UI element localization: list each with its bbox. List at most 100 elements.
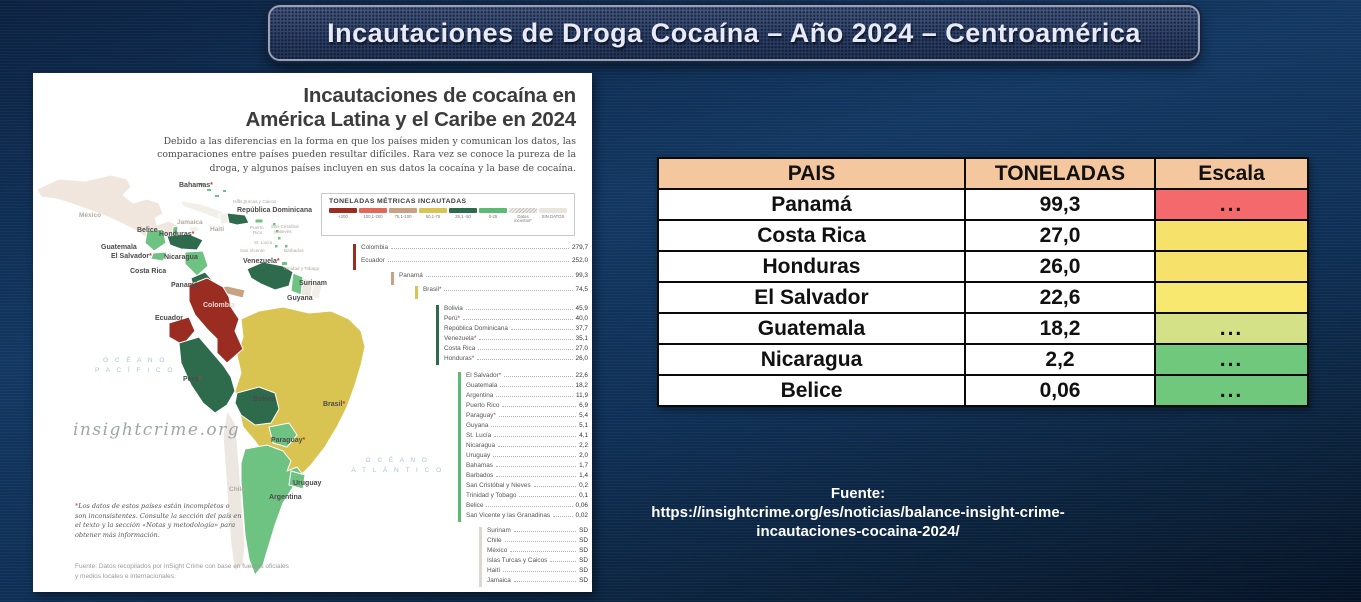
ranking-row: Puerto Rico 6,9 [466, 402, 588, 412]
map-label: Guatemala [101, 244, 137, 251]
ranking-row: Nicaragua 2,2 [466, 442, 588, 452]
ranking-country: Costa Rica [444, 345, 476, 352]
ranking-country: Uruguay [466, 452, 491, 459]
dotted-leader [510, 551, 577, 552]
map-label: Guyana [287, 295, 313, 302]
country-ecuador [168, 316, 196, 346]
ranking-row: Surinam SD [487, 527, 588, 537]
ranking-row: Chile SD [487, 537, 588, 547]
scale-cell [1154, 250, 1309, 283]
ranking-country: Guatemala [466, 382, 498, 389]
country-mexico [36, 174, 178, 242]
dotted-leader [504, 376, 573, 377]
dotted-leader [496, 466, 577, 467]
ranking-country: St. Lucía [466, 432, 492, 439]
map-label: El Salvador* [111, 253, 152, 260]
map-label: Rico [253, 230, 263, 235]
dotted-leader [477, 359, 573, 360]
map-label: y Nieves [274, 229, 292, 234]
ranking-country: Paraguay* [466, 412, 496, 419]
dotted-leader [496, 476, 577, 477]
map-label: Puerto [250, 225, 264, 230]
country-cell: El Salvador [657, 281, 966, 314]
country-peru [178, 336, 236, 414]
ranking-value: 1,4 [579, 472, 588, 479]
ranking-row: Paraguay* 5,4 [466, 412, 588, 422]
ranking-country: Chile [487, 537, 502, 544]
dotted-leader [391, 248, 569, 249]
legend-item-label: 0-25 [488, 213, 498, 219]
country-guatemala [144, 228, 167, 252]
table-row: Belice 0,06... [657, 374, 1309, 407]
dotted-leader [550, 561, 577, 562]
ranking-row: Honduras* 26,0 [444, 355, 588, 365]
ranking-value: 252,0 [572, 257, 588, 264]
ranking-country: Guyana [466, 422, 489, 429]
islands-antillas-menores [273, 223, 288, 265]
ranking-row: Haití SD [487, 567, 588, 577]
country-bolivia [234, 386, 280, 426]
ranking-value: 37,7 [575, 325, 588, 332]
dotted-leader [498, 446, 577, 447]
red-asterisk: * [457, 315, 461, 322]
ocean-label-pacific: O C É A N O P A C Í F I C O [94, 357, 175, 374]
map-label: San Cristóbal [271, 224, 299, 229]
ranking-country: Argentina [466, 392, 494, 399]
table-header-row: PAIS TONELADAS Escala [657, 157, 1309, 190]
footnote-incomplete-data: *Los datos de estos países están incompl… [75, 502, 242, 539]
ranking-value: SD [579, 547, 588, 554]
ranking-value: 45,9 [575, 305, 588, 312]
legend-item-label: 25,1 -50 [455, 213, 471, 219]
map-label: Paraguay* [271, 437, 306, 444]
legend-swatch [449, 208, 477, 213]
ranking-row: Venezuela* 35,1 [444, 335, 588, 345]
dotted-leader [513, 581, 577, 582]
ranking-country: Puerto Rico [466, 402, 500, 409]
column-header-escala: Escala [1154, 157, 1309, 190]
islands-turcas-caicos [237, 199, 246, 204]
map-label: Surinam [299, 280, 327, 287]
ranking-value: 27,0 [575, 345, 588, 352]
map-label: Chile [229, 486, 245, 493]
map-label: Colombia [203, 302, 235, 309]
ranking-row: Bolivia 45,9 [444, 305, 588, 315]
country-argentina [240, 444, 304, 576]
source-block: Fuente: https://insightcrime.org/es/noti… [608, 484, 1108, 541]
ranking-country: Bahamas [466, 462, 493, 469]
ranking-value: SD [579, 537, 588, 544]
ranking-value: 99,3 [575, 272, 588, 279]
ranking-country: Jamaica [487, 577, 511, 584]
page-title: Incautaciones de Droga Cocaína – Año 202… [327, 17, 1141, 48]
ranking-country: Ecuador [361, 257, 385, 264]
ranking-country: Venezuela* [444, 335, 477, 342]
ranking-row: Panamá 99,3 [399, 272, 588, 285]
ranking-country: Colombia [361, 244, 388, 251]
country-venezuela [246, 261, 294, 291]
tons-cell: 99,3 [964, 188, 1156, 221]
legend-item-label: 100,1-200 [363, 213, 383, 219]
dotted-leader [387, 261, 569, 262]
ranking-row: Guatemala 18,2 [466, 382, 588, 392]
country-cell: Costa Rica [657, 219, 966, 252]
title-banner: Incautaciones de Droga Cocaína – Año 202… [268, 5, 1200, 61]
legend-swatch [419, 208, 447, 213]
ranking-value: 6,9 [579, 402, 588, 409]
ranking-value: SD [579, 577, 588, 584]
dotted-leader [533, 486, 577, 487]
country-uruguay [288, 470, 306, 490]
ranking-value: 2,0 [579, 452, 588, 459]
dotted-leader [496, 396, 574, 397]
ranking-row: Brasil* 74,5 [423, 286, 588, 299]
column-header-toneladas: TONELADAS [964, 157, 1156, 190]
dotted-leader [494, 436, 577, 437]
table-row: Guatemala 18,2... [657, 312, 1309, 345]
source-url[interactable]: https://insightcrime.org/es/noticias/bal… [651, 504, 1065, 540]
column-header-pais: PAIS [657, 157, 966, 190]
table-row: Costa Rica 27,0 [657, 219, 1309, 252]
tons-cell: 18,2 [964, 312, 1156, 345]
ranking-value: 18,2 [575, 382, 588, 389]
map-label: Belice [137, 227, 158, 234]
map-label: Uruguay [293, 480, 322, 487]
ocean-label-atlantic: O C É A N O A T L Á N T I C O [351, 457, 444, 474]
ranking-country: Surinam [487, 527, 511, 534]
